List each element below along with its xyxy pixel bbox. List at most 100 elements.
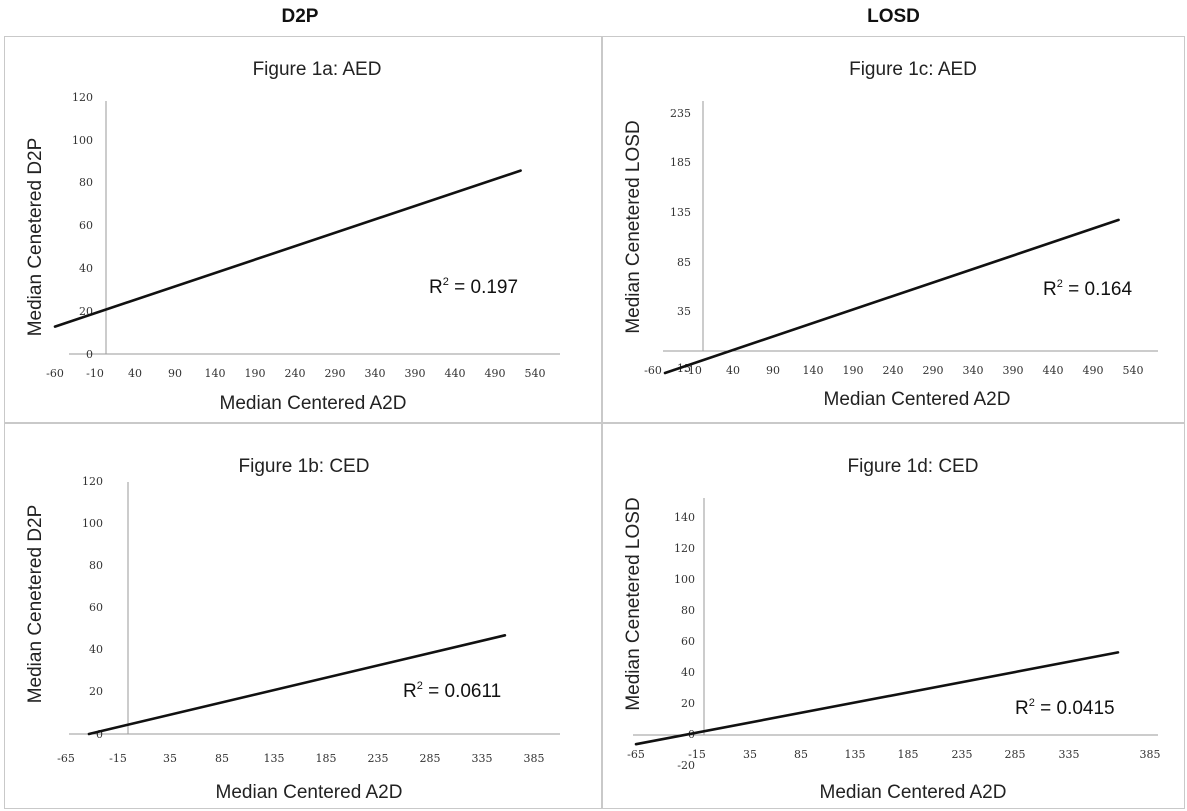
chart-title: Figure 1c: AED [849,59,977,80]
x-tick-label: 385 [1140,748,1161,761]
y-tick-label: 235 [670,107,691,120]
chart-1c-svg: Figure 1c: AED Median Cenetered LOSD Med… [623,59,1158,410]
y-tick-label: 100 [82,517,103,530]
x-tick-label: 190 [843,364,864,377]
r2-superscript: 2 [1029,697,1035,709]
x-tick-label: 90 [766,364,780,377]
r2-value: = 0.164 [1063,279,1133,300]
x-axis-label: Median Centered A2D [820,782,1007,803]
x-tick-label: -15 [688,748,706,761]
x-ticks: -60 -10 40 90 140 190 240 290 340 390 44… [46,367,545,380]
x-tick-label: 335 [472,752,493,765]
r2-superscript: 2 [1057,278,1063,290]
x-tick-label: 85 [215,752,229,765]
x-tick-label: -15 [109,752,127,765]
y-tick-label: 40 [79,262,93,275]
chart-1b-svg: Figure 1b: CED Median Cenetered D2P Medi… [25,456,560,803]
x-tick-label: 290 [325,367,346,380]
y-tick-label: 100 [674,573,695,586]
chart-title: Figure 1a: AED [253,59,382,80]
y-tick-label: 120 [72,91,93,104]
r2-superscript: 2 [417,680,423,692]
y-ticks: 0 20 40 60 80 100 120 [82,475,103,741]
r2-superscript: 2 [443,276,449,288]
r2-prefix: R [1015,698,1029,719]
y-tick-label: 60 [89,601,103,614]
y-tick-label: 35 [677,305,691,318]
x-tick-label: 285 [420,752,441,765]
y-tick-label: 20 [681,697,695,710]
r2-value: = 0.197 [449,277,518,298]
x-tick-label: 135 [845,748,866,761]
x-tick-label: 190 [245,367,266,380]
r-squared-label: R2 = 0.0415 [1015,697,1115,719]
x-tick-label: 140 [205,367,226,380]
y-tick-label: 40 [681,666,695,679]
x-tick-label: 35 [743,748,757,761]
x-tick-label: 235 [952,748,973,761]
y-tick-label: 40 [89,643,103,656]
r2-value: = 0.0415 [1035,698,1115,719]
x-tick-label: 340 [365,367,386,380]
x-axis-label: Median Centered A2D [824,389,1011,410]
x-tick-label: 40 [726,364,740,377]
y-tick-label: -20 [677,759,695,772]
y-tick-label: 0 [96,728,103,741]
y-ticks: 0 20 40 60 80 100 120 [72,91,93,361]
chart-title: Figure 1d: CED [848,456,979,477]
r2-prefix: R [1043,279,1057,300]
x-tick-label: 540 [1123,364,1144,377]
r2-prefix: R [403,681,417,702]
x-tick-label: 90 [168,367,182,380]
x-ticks: -65 -15 35 85 135 185 235 285 335 385 [627,748,1160,761]
trend-line [663,218,1120,375]
x-tick-label: 240 [883,364,904,377]
x-axis-label: Median Centered A2D [216,782,403,803]
r-squared-label: R2 = 0.164 [1043,278,1132,300]
column-title-d2p: D2P [281,6,319,27]
x-axis-label: Median Centered A2D [220,393,407,414]
x-tick-label: 340 [963,364,984,377]
x-tick-label: -60 [644,364,662,377]
chart-panel-1b: Figure 1b: CED Median Cenetered D2P Medi… [4,423,602,809]
column-title-losd: LOSD [867,6,920,27]
x-tick-label: 40 [128,367,142,380]
y-axis-label: Median Cenetered D2P [25,138,46,337]
trend-line [87,634,507,736]
r-squared-label: R2 = 0.197 [429,276,518,298]
x-tick-label: 135 [264,752,285,765]
x-tick-label: 185 [316,752,337,765]
x-tick-label: 440 [1043,364,1064,377]
y-tick-label: 80 [79,176,93,189]
y-tick-label: 140 [674,511,695,524]
y-axis-label: Median Cenetered LOSD [623,120,644,333]
y-tick-label: 185 [670,156,691,169]
y-tick-label: 60 [79,219,93,232]
x-tick-label: 390 [405,367,426,380]
y-axis-label: Median Cenetered D2P [25,505,46,704]
chart-panel-1d: Figure 1d: CED Median Cenetered LOSD Med… [602,423,1185,809]
x-tick-label: -65 [627,748,645,761]
y-tick-label: 85 [677,256,691,269]
x-tick-label: 240 [285,367,306,380]
chart-1d-svg: Figure 1d: CED Median Cenetered LOSD Med… [623,456,1161,803]
y-tick-label: 135 [670,206,691,219]
x-tick-label: 185 [898,748,919,761]
x-tick-label: 35 [163,752,177,765]
x-tick-label: 385 [524,752,545,765]
chart-1a-svg: Figure 1a: AED Median Cenetered D2P Medi… [25,59,560,414]
y-tick-label: 120 [82,475,103,488]
x-tick-label: 490 [485,367,506,380]
x-tick-label: 235 [368,752,389,765]
r-squared-label: R2 = 0.0611 [403,680,501,702]
x-tick-label: -10 [684,364,702,377]
x-tick-label: -60 [46,367,64,380]
x-tick-label: 285 [1005,748,1026,761]
y-axis-label: Median Cenetered LOSD [623,497,644,710]
y-tick-label: 60 [681,635,695,648]
x-tick-label: 440 [445,367,466,380]
x-tick-label: 140 [803,364,824,377]
y-tick-label: 0 [86,348,93,361]
trend-line [634,651,1120,746]
x-tick-label: -10 [86,367,104,380]
